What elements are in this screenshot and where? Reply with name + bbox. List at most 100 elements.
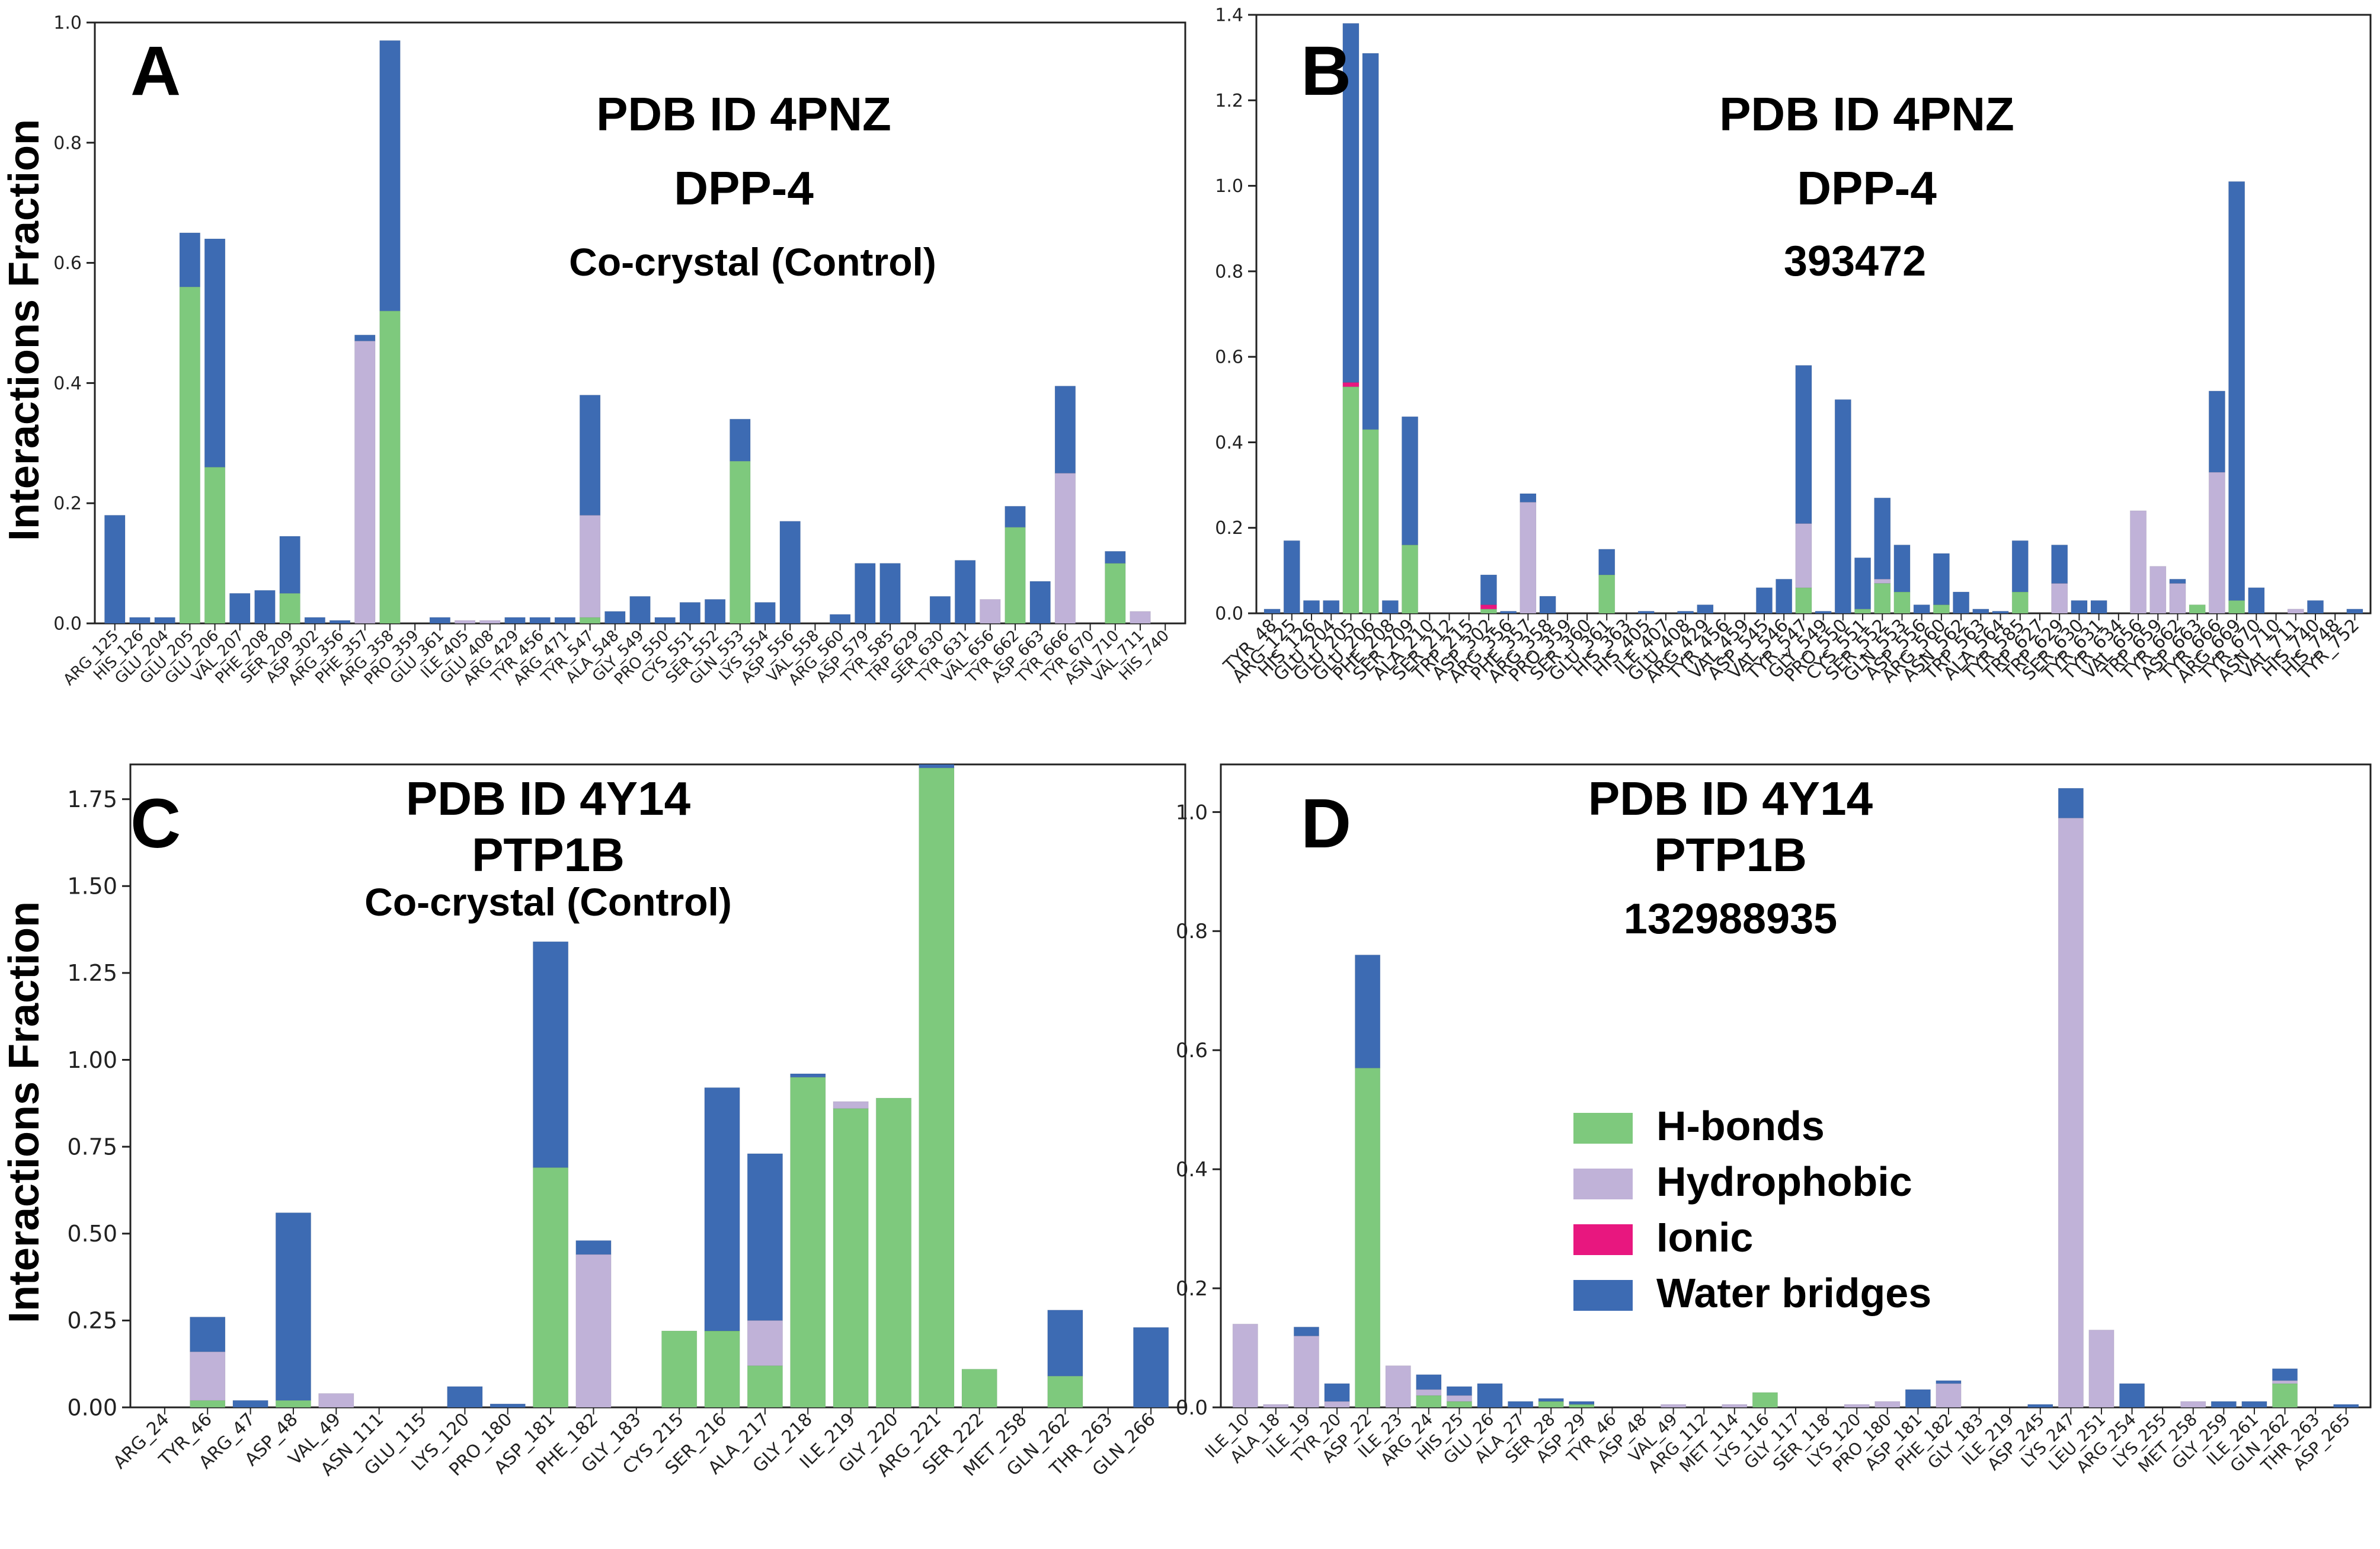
panel-b-bar-ionic-glu-205: [1342, 382, 1359, 388]
panel-b-bar-water-asp-556: [1913, 604, 1930, 614]
panel-b-bar-hbonds-glu-205: [1342, 386, 1359, 614]
panel-a-ytick-label: 0.6: [53, 253, 82, 274]
legend-label-hbonds: H-bonds: [1656, 1103, 1825, 1149]
panel-b-axes-frame: [1255, 14, 2372, 615]
panel-d-title-line3: 132988935: [1624, 895, 1837, 943]
panel-a-bar-water-asp-556: [779, 521, 801, 624]
panel-c: Interactions Fraction C PDB ID 4Y14 PTP1…: [1, 772, 732, 1323]
panel-a-ytick-label: 0.4: [53, 373, 82, 394]
panel-c-ytick-label: 0.00: [67, 1394, 117, 1420]
panel-d-ytick-label: 0.4: [1176, 1158, 1208, 1182]
panel-c-bar-water-phe-182: [575, 1240, 612, 1255]
panel-a-bar-water-tyr-585: [879, 563, 901, 624]
panel-d-bar-water-asp-29: [1569, 1401, 1595, 1405]
panel-b-bar-hydrophobic-val-711: [2287, 609, 2304, 614]
panel-c-bar-water-tyr-46: [190, 1317, 226, 1352]
panel-d-bar-hbonds-lys-116: [1752, 1392, 1778, 1408]
panel-b-bar-hbonds-asp-663: [2189, 604, 2206, 614]
legend-label-hydrophobic: Hydrophobic: [1656, 1158, 1912, 1205]
panel-d-bar-hbonds-asp-29: [1569, 1404, 1595, 1408]
panel-d-bar-water-glu-26: [1477, 1383, 1503, 1408]
panel-b-bar-hbonds-tyr-547: [1795, 587, 1812, 614]
panel-c-bar-hbonds-asp-48: [275, 1400, 312, 1408]
panel-c-bar-hbonds-ser-216: [704, 1330, 740, 1408]
panel-b-bar-hydrophobic-trp-629: [2051, 583, 2068, 614]
panel-b-bar-water-his-405: [1637, 610, 1655, 614]
panel-b-bar-water-glu-206: [1362, 53, 1379, 430]
panel-b-bar-water-arg-125: [1283, 540, 1300, 614]
panel-d-bar-water-asp-181: [1905, 1389, 1931, 1408]
panel-a-bar-water-arg-125: [104, 514, 126, 624]
panel-d-bar-hydrophobic-ala-18: [1263, 1404, 1289, 1408]
panel-d-title-line1: PDB ID 4Y14: [1588, 772, 1873, 825]
panel-a-ytick-label: 1.0: [53, 13, 82, 34]
panel-b-title-line1: PDB ID 4PNZ: [1719, 88, 2014, 140]
panel-b-bar-hydrophobic-trp-659: [2149, 566, 2167, 614]
panel-b-bar-water-pro-550: [1834, 399, 1851, 614]
panel-c-bar-hydrophobic-val-49: [318, 1393, 354, 1408]
panel-b-bar-water-trp-563: [1972, 609, 1989, 614]
panel-a-ylabel: Interactions Fraction: [1, 119, 48, 541]
panel-d-letter: D: [1301, 785, 1351, 863]
panel-c-bar-water-gln-266: [1133, 1327, 1169, 1408]
panel-d-bar-hydrophobic-leu-251: [2088, 1329, 2115, 1408]
panel-a-bar-water-asn-710: [1105, 551, 1126, 564]
panel-d-bar-hydrophobic-met-258: [2180, 1401, 2206, 1408]
panel-c-bar-water-asp-181: [532, 941, 569, 1168]
panel-b-bar-water-ser-552: [1874, 497, 1891, 580]
panel-b-bar-water-tyr-48: [1263, 609, 1281, 614]
panel-b-bar-water-ala-564: [1992, 610, 2009, 614]
panel-d-bar-hydrophobic-ile-19: [1293, 1335, 1320, 1408]
panel-b-bar-hydrophobic-tyr-547: [1795, 523, 1812, 588]
panel-d-bar-hydrophobic-tyr-20: [1324, 1401, 1350, 1408]
panel-c-bar-hbonds-gly-218: [790, 1077, 826, 1408]
panel-b-bar-hbonds-arg-560: [1933, 604, 1950, 614]
panel-d-bar-water-asp-265: [2333, 1404, 2359, 1408]
panel-d: D PDB ID 4Y14 PTP1B 132988935: [1301, 772, 1873, 943]
panel-b-letter: B: [1301, 32, 1351, 110]
panel-d-bar-water-lys-247: [2058, 788, 2084, 818]
panel-a-bar-water-glu-361: [429, 617, 451, 624]
panel-b-bar-water-tyr-666: [2208, 391, 2226, 473]
panel-b-ytick-label: 1.4: [1215, 5, 1243, 26]
panel-d-bar-water-gln-262: [2272, 1368, 2298, 1381]
panel-a-bar-water-his-126: [129, 617, 151, 624]
panel-a-bar-water-arg-429: [504, 617, 526, 624]
panel-d-bar-water-gly-259: [2211, 1401, 2237, 1408]
panel-c-ytick-label: 0.75: [67, 1134, 117, 1160]
panel-c-bar-hbonds-ala-217: [747, 1365, 783, 1408]
panel-b-bar-water-his-740: [2307, 600, 2324, 614]
panel-b-bar-water-glu-204: [1323, 600, 1340, 614]
panel-d-bar-hydrophobic-lys-120: [1844, 1404, 1870, 1408]
panel-c-bar-hydrophobic-ile-219: [833, 1101, 869, 1109]
panel-a-bar-water-phe-208: [254, 590, 276, 624]
panel-a-title-line1: PDB ID 4PNZ: [596, 88, 891, 140]
panel-b-bar-ionic-asp-302: [1480, 604, 1498, 610]
panel-d-bar-water-arg-254: [2119, 1383, 2145, 1408]
panel-d-bar-water-his-25: [1446, 1386, 1473, 1396]
panel-a-bar-hbonds-ser-209: [279, 593, 300, 624]
panel-d-bar-hbonds-his-25: [1446, 1401, 1473, 1408]
panel-c-bar-water-ser-216: [704, 1087, 740, 1332]
panel-a-bar-water-ser-552: [704, 599, 726, 624]
panel-c-bar-hydrophobic-phe-182: [575, 1254, 612, 1408]
panel-c-bar-hydrophobic-ala-217: [747, 1320, 783, 1366]
panel-b-bar-water-phe-357: [1520, 493, 1537, 503]
panel-c-ytick-label: 1.50: [67, 873, 117, 900]
panel-c-plot: 0.000.250.500.751.001.251.501.75ARG_24TY…: [67, 763, 1186, 1481]
panel-a-bar-water-val-207: [229, 593, 251, 624]
panel-c-bar-water-ala-217: [747, 1153, 783, 1321]
panel-c-bar-water-arg-221: [919, 764, 955, 769]
panel-b-bar-water-glu-408: [1677, 610, 1694, 614]
legend: H-bonds Hydrophobic Ionic Water bridges: [1573, 1103, 1931, 1316]
panel-d-bar-hbonds-gln-262: [2272, 1383, 2298, 1408]
panel-b-bar-hbonds-cys-551: [1854, 609, 1872, 614]
panel-a-bar-hydrophobic-val-711: [1130, 611, 1151, 624]
panel-d-bar-water-asp-245: [2027, 1404, 2053, 1408]
panel-a-bar-water-phe-357: [354, 334, 376, 341]
panel-b-bar-water-arg-669: [2228, 181, 2245, 601]
panel-a-bar-hbonds-tyr-662: [1005, 527, 1026, 624]
panel-b-bar-hydrophobic-tyr-666: [2208, 472, 2226, 614]
legend-label-water: Water bridges: [1656, 1270, 1931, 1316]
